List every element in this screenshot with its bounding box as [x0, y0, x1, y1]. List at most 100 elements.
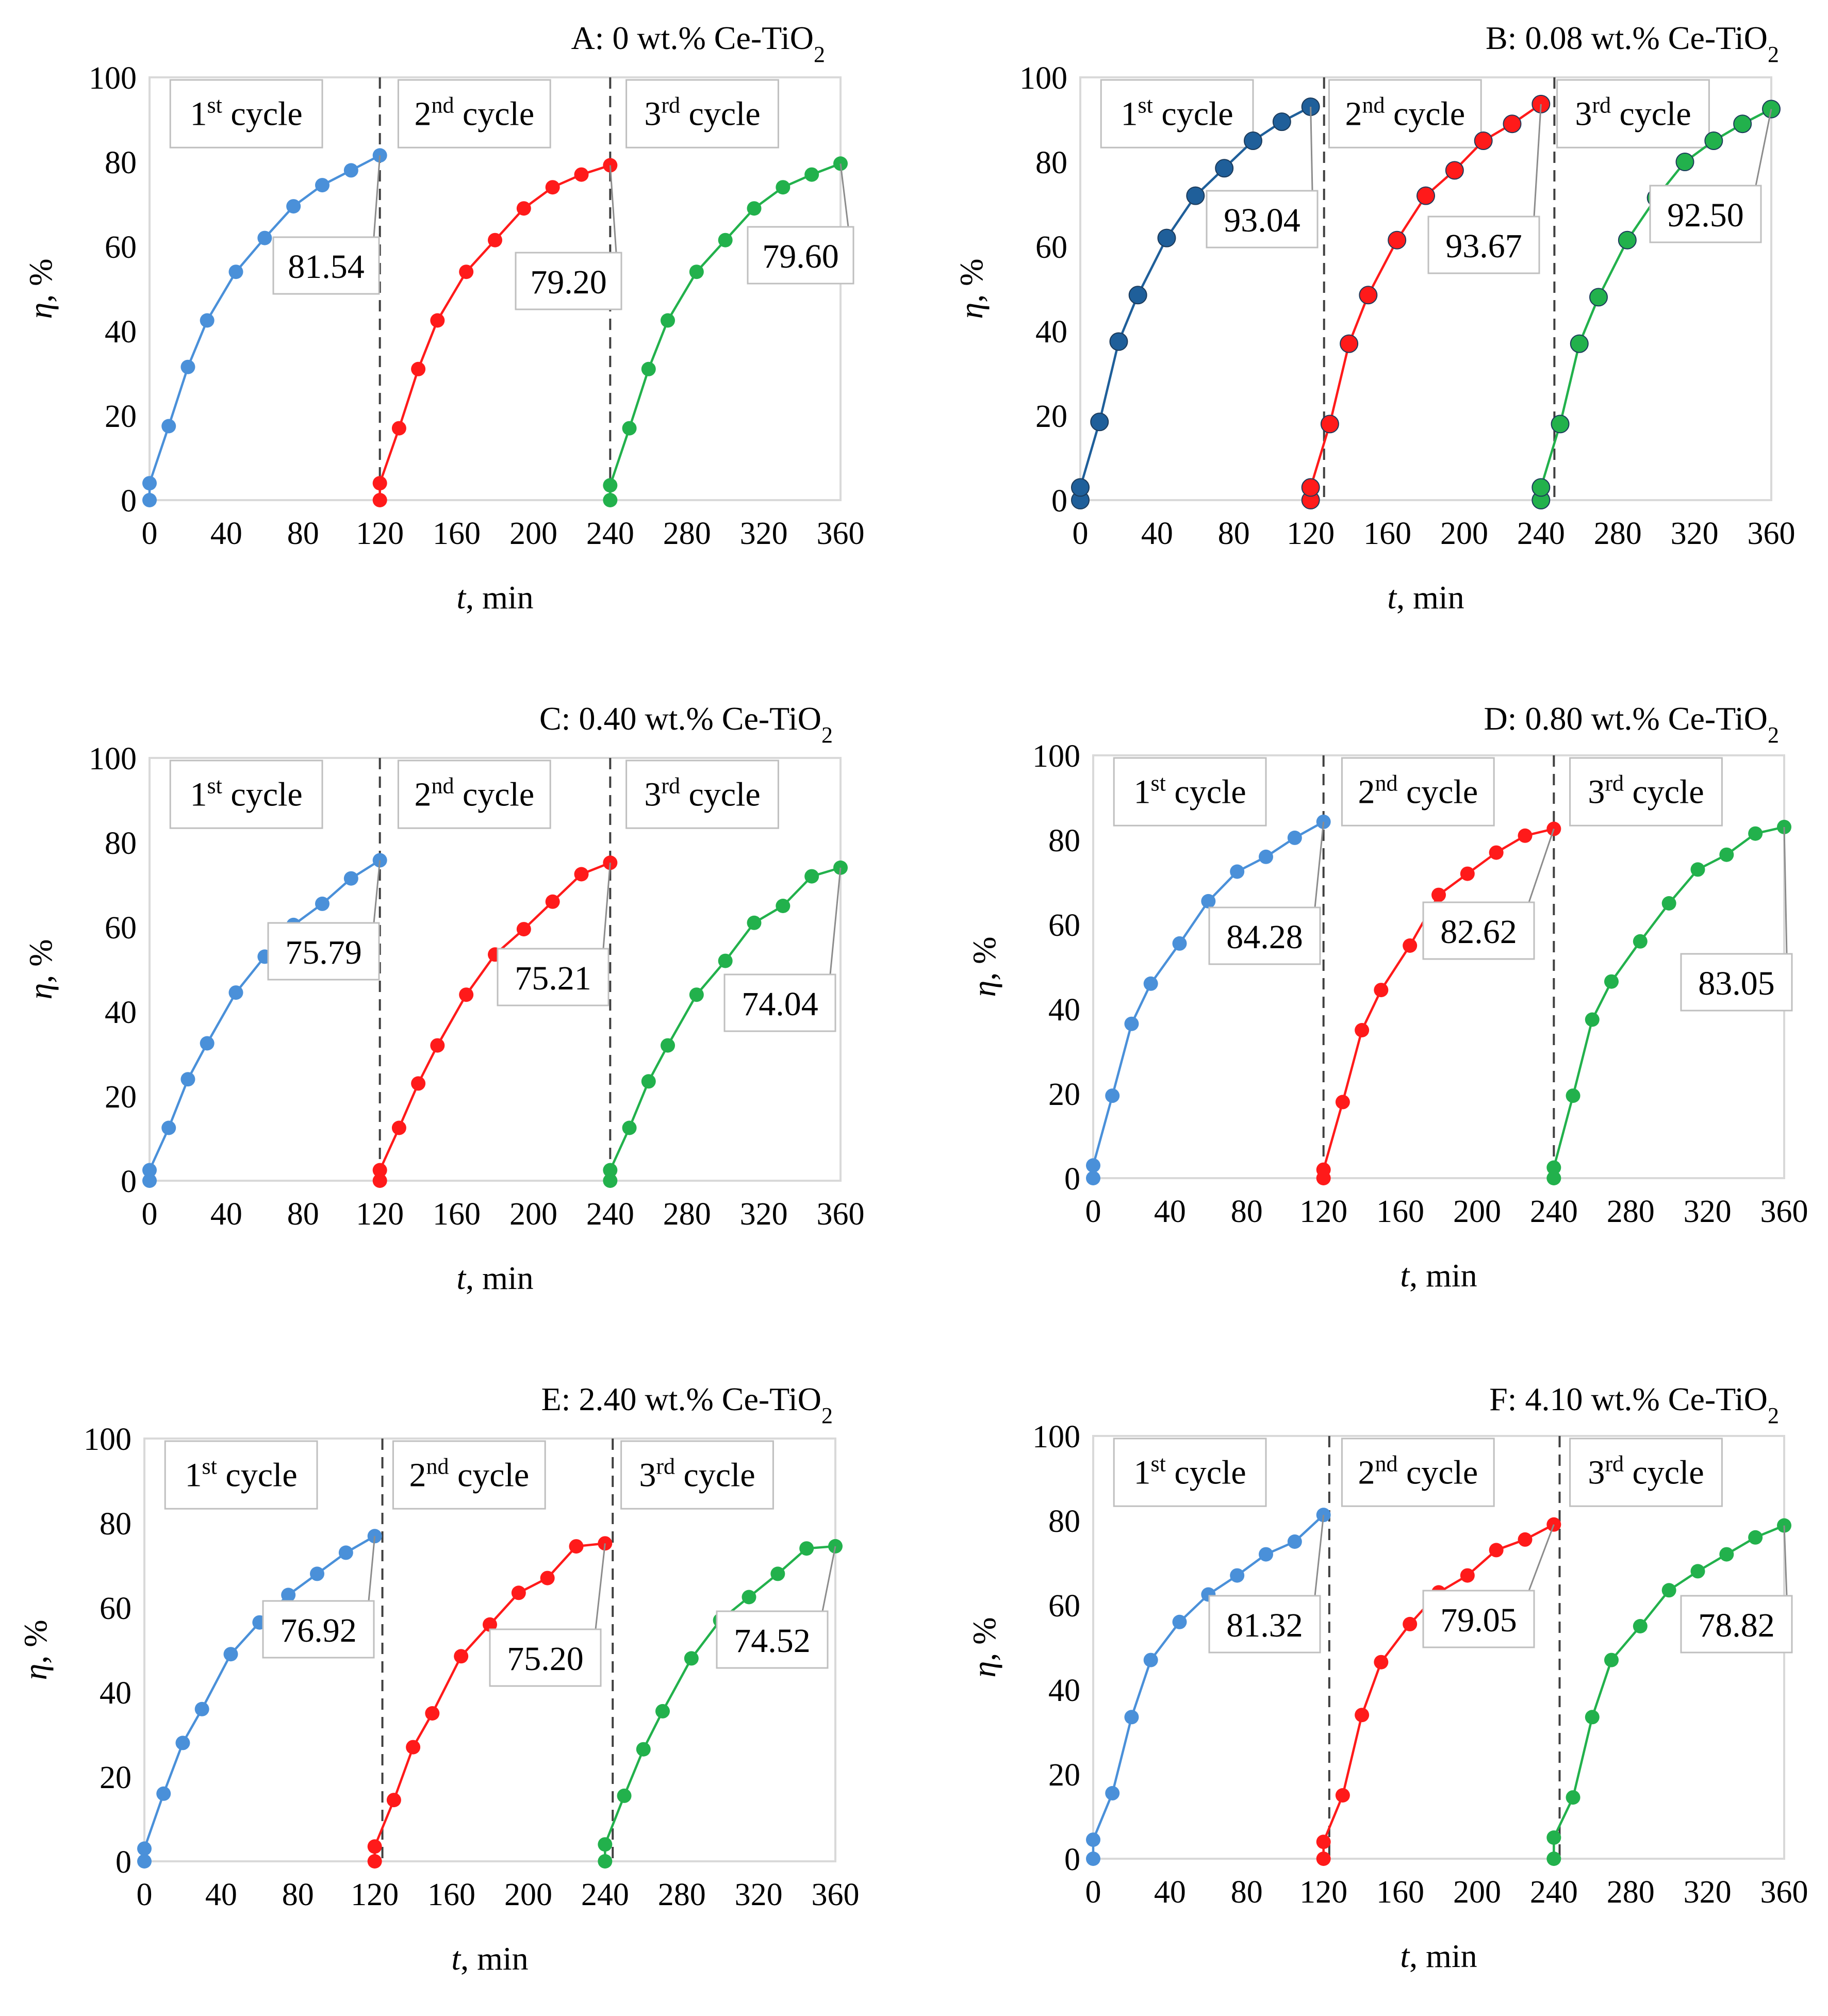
- data-point: [1287, 1534, 1302, 1549]
- x-tick-label: 200: [1440, 516, 1488, 551]
- chart-panel-c: C: 0.40 wt.% Ce-TiO2 0 20 40 60 80 100 0 40 80 120…: [22, 700, 865, 1296]
- final-value-label: 92.50: [1667, 196, 1744, 234]
- final-value-box: [747, 226, 854, 285]
- final-value-label: 79.60: [762, 238, 839, 275]
- x-tick-label: 280: [1607, 1875, 1655, 1910]
- data-point: [1633, 1619, 1648, 1633]
- y-tick-label: 100: [84, 1422, 131, 1457]
- final-value-label: 79.05: [1440, 1601, 1517, 1639]
- final-value-label: 76.92: [280, 1612, 357, 1649]
- data-point: [661, 1038, 675, 1053]
- data-point: [257, 230, 272, 245]
- series-line-2: [378, 164, 611, 500]
- y-axis-label: η, %: [22, 258, 59, 319]
- data-point: [1105, 1786, 1120, 1800]
- cycle-label-box: [1569, 757, 1723, 827]
- final-value-box: [1649, 185, 1762, 243]
- x-tick-label: 200: [509, 1197, 557, 1232]
- series-line-1: [143, 1535, 375, 1861]
- series-line-3: [1553, 1524, 1785, 1859]
- x-tick-label: 280: [1594, 516, 1642, 551]
- series-line-2: [373, 1542, 605, 1861]
- data-point: [1546, 1160, 1561, 1175]
- y-tick-label: 100: [89, 61, 137, 96]
- series-line-2: [378, 862, 611, 1181]
- data-point: [1733, 114, 1752, 134]
- data-point: [1320, 415, 1339, 434]
- data-point: [459, 265, 474, 279]
- y-tick-label: 20: [105, 399, 137, 434]
- data-point: [1109, 332, 1128, 351]
- final-value-label: 84.28: [1226, 918, 1303, 956]
- plot-frame: [149, 757, 842, 1182]
- y-axis-label: η, %: [22, 939, 59, 999]
- data-point: [367, 1854, 382, 1869]
- x-tick-label: 40: [1154, 1875, 1186, 1910]
- y-tick-label: 40: [105, 315, 137, 350]
- x-axis-label: t, min: [451, 1940, 528, 1977]
- data-point: [386, 1793, 401, 1808]
- data-point: [200, 313, 215, 328]
- data-point: [137, 1854, 152, 1869]
- data-point: [1585, 1012, 1600, 1027]
- data-point: [430, 313, 445, 328]
- x-tick-label: 0: [137, 1877, 153, 1912]
- data-point: [1445, 161, 1464, 180]
- x-tick-label: 360: [1760, 1194, 1808, 1229]
- data-point: [1244, 131, 1262, 150]
- data-point: [747, 915, 762, 930]
- data-point: [180, 1072, 195, 1087]
- cycle-label-box: [1341, 1437, 1495, 1507]
- data-point: [1474, 131, 1493, 150]
- data-point: [1105, 1088, 1120, 1103]
- data-point: [617, 1788, 632, 1803]
- data-point: [1128, 286, 1147, 305]
- cycle-label-box: [625, 79, 779, 148]
- chart-panel-a: A: 0 wt.% Ce-TiO2 0 20 40 60 80 100 0 40 80 120 160…: [22, 20, 865, 616]
- x-tick-label: 240: [586, 516, 634, 551]
- final-value-box: [1422, 901, 1535, 960]
- x-tick-label: 240: [1530, 1194, 1578, 1229]
- data-point: [1675, 153, 1694, 171]
- final-value-label: 74.04: [742, 985, 818, 1023]
- data-point: [776, 180, 791, 195]
- data-point: [1316, 1852, 1331, 1866]
- final-value-box: [497, 948, 610, 1006]
- y-tick-label: 20: [1048, 1077, 1080, 1112]
- data-point: [689, 265, 704, 279]
- x-tick-label: 120: [1299, 1875, 1347, 1910]
- data-point: [1460, 1568, 1475, 1583]
- y-tick-label: 20: [105, 1080, 137, 1115]
- cycle-label-box: [1556, 79, 1710, 148]
- x-tick-label: 120: [1287, 516, 1335, 551]
- chart-title: E: 2.40 wt.% Ce-TiO2: [541, 1381, 833, 1428]
- data-point: [142, 1163, 157, 1178]
- final-value-label: 75.79: [285, 934, 362, 971]
- x-tick-label: 280: [658, 1877, 706, 1912]
- final-value-box: [1208, 1595, 1321, 1654]
- annotation-leader: [1314, 1515, 1325, 1596]
- annotation-leader: [821, 1546, 836, 1612]
- data-point: [430, 1038, 445, 1053]
- final-value-box: [1680, 1595, 1793, 1654]
- data-point: [391, 421, 406, 436]
- x-tick-label: 80: [1231, 1875, 1263, 1910]
- data-point: [372, 493, 387, 507]
- y-axis-label: η, %: [953, 258, 990, 319]
- cycle-label-box: [1113, 1437, 1267, 1507]
- y-tick-label: 0: [121, 484, 137, 519]
- data-point: [689, 987, 704, 1002]
- data-point: [1124, 1710, 1139, 1725]
- cycle-label: 3rd cycle: [644, 92, 760, 133]
- y-tick-label: 60: [1048, 1589, 1080, 1624]
- data-point: [1531, 478, 1551, 497]
- x-tick-label: 240: [1517, 516, 1565, 551]
- chart-panel-d: D: 0.80 wt.% Ce-TiO2 0 20 40 60 80 100 0 40 80 120…: [966, 700, 1808, 1294]
- data-point: [1566, 1088, 1580, 1103]
- final-value-label: 81.54: [288, 248, 365, 286]
- final-value-box: [723, 973, 836, 1032]
- x-tick-label: 280: [663, 1197, 711, 1232]
- data-point: [1201, 894, 1216, 908]
- data-point: [1518, 828, 1533, 843]
- chart-title: F: 4.10 wt.% Ce-TiO2: [1489, 1381, 1779, 1428]
